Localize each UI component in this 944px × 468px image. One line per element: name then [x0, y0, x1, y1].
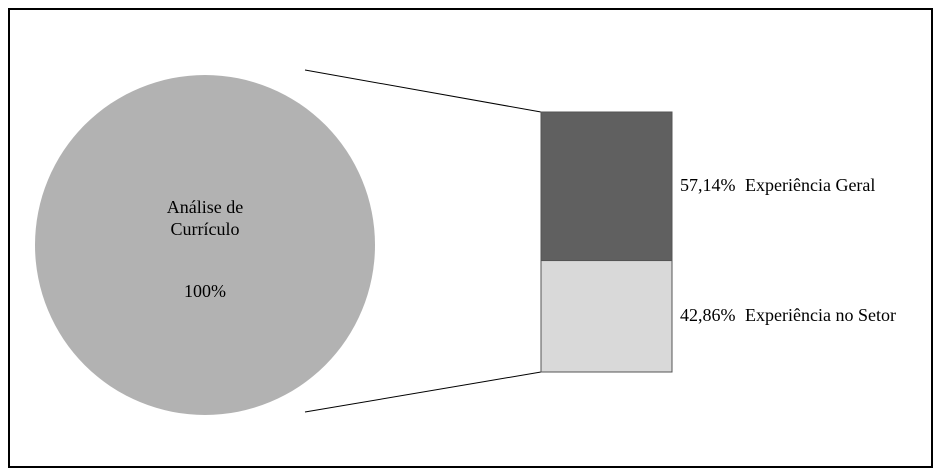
segment-label: Experiência no Setor [745, 305, 896, 326]
slice-value-label: 100% [184, 281, 226, 301]
connector-line [304, 69, 542, 113]
chart [35, 69, 673, 415]
segment-value-label: 42,86% [680, 305, 736, 326]
bar-segment [540, 260, 673, 373]
segment-label: Experiência Geral [745, 175, 876, 196]
segment-value-label: 57,14% [680, 175, 736, 196]
connector-line [304, 371, 542, 413]
pie-slice [35, 75, 375, 415]
slice-label: Análise de Currículo [166, 197, 244, 239]
bar-segment [540, 111, 673, 262]
page: (() => { const data = JSON.parse(documen… [8, 8, 933, 468]
